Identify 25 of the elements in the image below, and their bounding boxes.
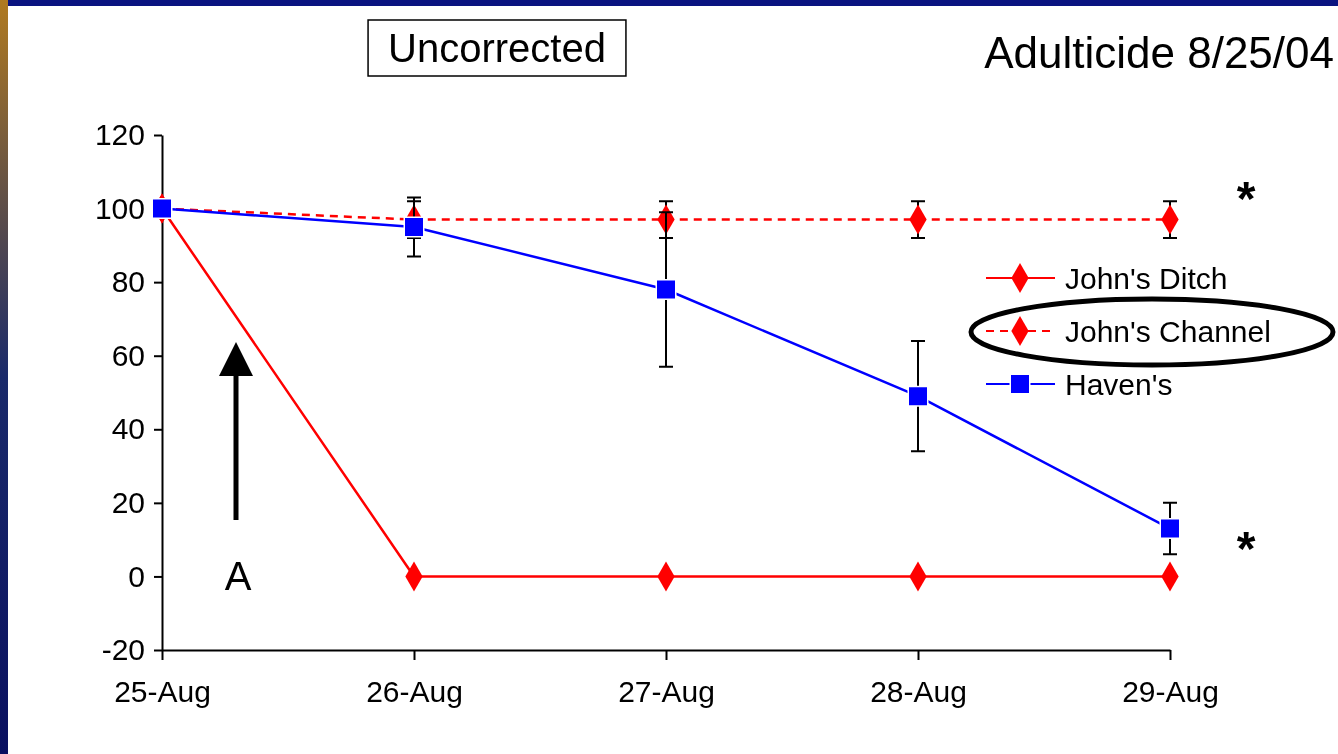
point <box>1159 518 1181 540</box>
x-tick-label: 29-Aug <box>1122 675 1219 708</box>
chart-title: Adulticide 8/25/04 <box>984 28 1334 77</box>
y-tick-label: 80 <box>111 265 145 299</box>
y-tick-label: -20 <box>101 633 145 667</box>
x-tick-label: 25-Aug <box>114 675 211 708</box>
y-tick-label: 40 <box>111 412 145 446</box>
x-tick-label: 27-Aug <box>618 675 715 708</box>
point <box>655 279 677 300</box>
y-tick-label: 120 <box>94 118 145 152</box>
text: * <box>1236 172 1256 225</box>
point <box>151 198 173 220</box>
x-tick-label: 26-Aug <box>366 675 463 708</box>
annotation: A <box>224 554 252 598</box>
y-tick-label: 100 <box>94 191 145 225</box>
x-tick-label: 28-Aug <box>870 675 967 708</box>
legend-label: John's Ditch <box>1065 262 1228 295</box>
text: * <box>1236 522 1256 575</box>
legend-label: John's Channel <box>1065 315 1271 348</box>
y-tick-label: 0 <box>128 559 145 593</box>
y-tick-label: 20 <box>111 485 145 519</box>
y-tick-label: 60 <box>111 338 145 372</box>
point <box>907 385 929 407</box>
text: Uncorrected <box>388 26 606 70</box>
legend-label: Haven's <box>1065 368 1173 401</box>
